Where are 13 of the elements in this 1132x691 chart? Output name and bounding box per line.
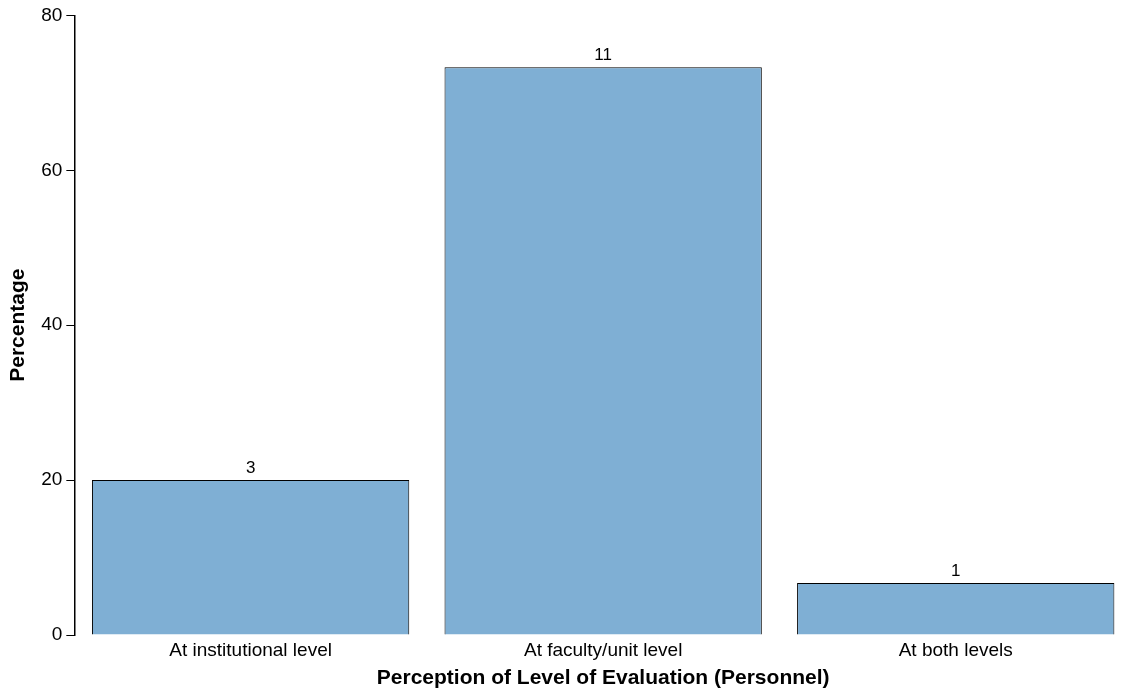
x-tick-label: At both levels — [898, 638, 1013, 660]
x-axis-title: Perception of Level of Evaluation (Personnel) — [376, 665, 830, 689]
y-axis-title: Percentage — [5, 268, 29, 382]
y-tick-label: 0 — [51, 623, 63, 645]
annotation: 3 — [245, 458, 256, 478]
y-tick-label: 40 — [41, 313, 63, 335]
y-tick-label: 80 — [41, 3, 63, 25]
y-tick-label: 20 — [41, 468, 63, 490]
x-tick-label: At institutional level — [169, 638, 332, 660]
y-tick-label: 60 — [41, 158, 63, 180]
x-tick-label: At faculty/unit level — [523, 638, 683, 660]
annotation: 1 — [950, 561, 961, 581]
annotation: 11 — [594, 45, 612, 65]
